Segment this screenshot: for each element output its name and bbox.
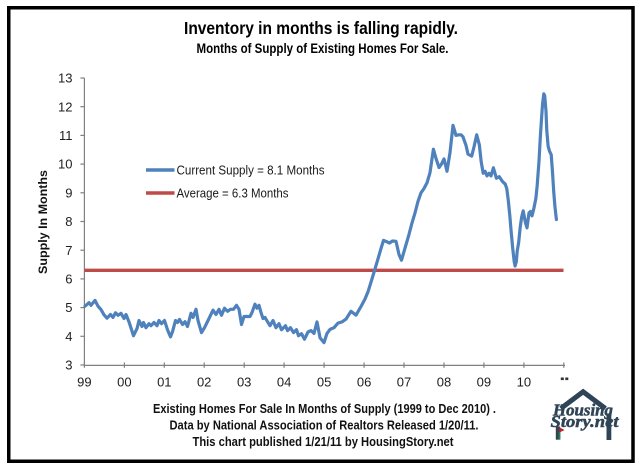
svg-text:6: 6 [65, 272, 72, 287]
svg-text:Current Supply = 8.1 Months: Current Supply = 8.1 Months [177, 163, 325, 178]
svg-text:7: 7 [65, 243, 72, 258]
svg-text:Inventory in months is falling: Inventory in months is falling rapidly. [184, 18, 458, 38]
svg-text:08: 08 [437, 375, 451, 390]
svg-text:This chart published 1/21/11 b: This chart published 1/21/11 by HousingS… [193, 435, 455, 449]
svg-text:02: 02 [197, 375, 211, 390]
svg-text:9: 9 [65, 185, 72, 200]
svg-text:Supply In Months: Supply In Months [38, 170, 50, 274]
svg-text:99: 99 [77, 375, 91, 390]
svg-text:01: 01 [157, 375, 171, 390]
svg-text:12: 12 [58, 99, 72, 114]
svg-text:11: 11 [59, 128, 73, 143]
svg-text:09: 09 [477, 375, 491, 390]
svg-text:03: 03 [237, 375, 251, 390]
svg-text:04: 04 [277, 375, 291, 390]
svg-text:Story.net: Story.net [551, 412, 620, 431]
svg-text:07: 07 [397, 375, 411, 390]
svg-text:13: 13 [58, 71, 72, 86]
svg-text:5: 5 [65, 300, 72, 315]
svg-text:Data by National Association o: Data by National Association of Realtors… [170, 419, 479, 433]
svg-text:06: 06 [357, 375, 371, 390]
svg-text:05: 05 [317, 375, 331, 390]
svg-text:Months of Supply of Existing H: Months of Supply of Existing Homes For S… [197, 41, 449, 56]
svg-text:8: 8 [65, 214, 72, 229]
svg-text:10: 10 [58, 157, 72, 172]
svg-text:Average = 6.3 Months: Average = 6.3 Months [177, 186, 289, 201]
svg-text:00: 00 [117, 375, 131, 390]
svg-text:4: 4 [65, 329, 72, 344]
svg-text:3: 3 [65, 358, 72, 373]
svg-text:10: 10 [517, 375, 531, 390]
svg-text:Existing Homes For Sale In Mon: Existing Homes For Sale In Months of Sup… [153, 402, 496, 416]
svg-text:Housing: Housing [552, 401, 613, 420]
